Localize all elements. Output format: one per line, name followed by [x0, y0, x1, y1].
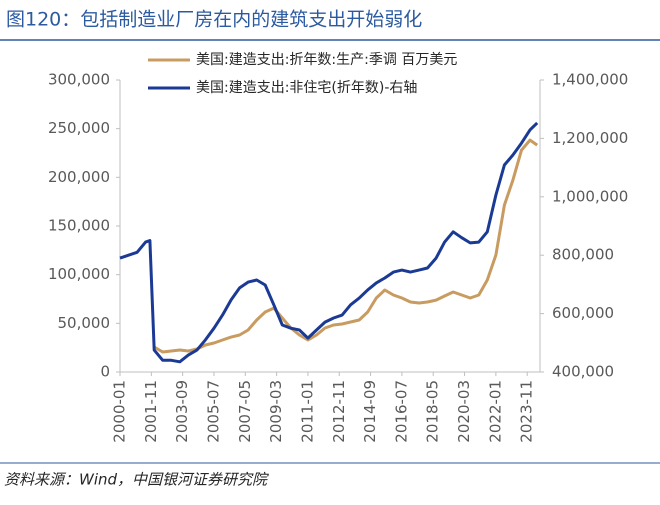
y-tick-label: 200,000 [48, 168, 110, 186]
source: 资料来源：Wind，中国银河证券研究院 [4, 471, 269, 489]
chart-title: 图120：包括制造业厂房在内的建筑支出开始弱化 [6, 9, 422, 31]
x-tick-label: 2023-11 [518, 380, 536, 443]
y-tick-label: 250,000 [48, 119, 110, 137]
y2-tick-label: 1,200,000 [552, 129, 628, 147]
x-tick-label: 2001-11 [142, 380, 160, 443]
legend-label: 美国:建造支出:非住宅(折年数)-右轴 [196, 80, 417, 96]
x-tick-label: 2022-01 [486, 380, 504, 443]
x-tick-label: 2003-09 [173, 380, 191, 443]
x-tick-label: 2018-05 [424, 380, 442, 443]
x-tick-label: 2009-03 [267, 380, 285, 443]
y-tick-label: 0 [100, 363, 110, 381]
x-tick-label: 2012-11 [330, 380, 348, 443]
legend-label: 美国:建造支出:折年数:生产:季调 百万美元 [196, 52, 457, 68]
x-tick-label: 2005-07 [204, 380, 222, 443]
x-tick-label: 2014-09 [361, 380, 379, 443]
y2-tick-label: 1,400,000 [552, 71, 628, 89]
y2-tick-label: 600,000 [552, 304, 614, 322]
x-tick-label: 2007-05 [236, 380, 254, 443]
y-tick-label: 300,000 [48, 71, 110, 89]
y2-tick-label: 1,000,000 [552, 187, 628, 205]
y-tick-label: 150,000 [48, 217, 110, 235]
y-tick-label: 50,000 [58, 314, 111, 332]
series-line [153, 138, 539, 354]
x-tick-label: 2000-01 [111, 380, 129, 443]
x-tick-label: 2011-01 [298, 380, 316, 443]
x-tick-label: 2016-07 [392, 380, 410, 443]
x-tick-label: 2020-03 [455, 380, 473, 443]
series-line [119, 121, 539, 364]
y-tick-label: 100,000 [48, 265, 110, 283]
y2-tick-label: 800,000 [552, 246, 614, 264]
y2-tick-label: 400,000 [552, 363, 614, 381]
